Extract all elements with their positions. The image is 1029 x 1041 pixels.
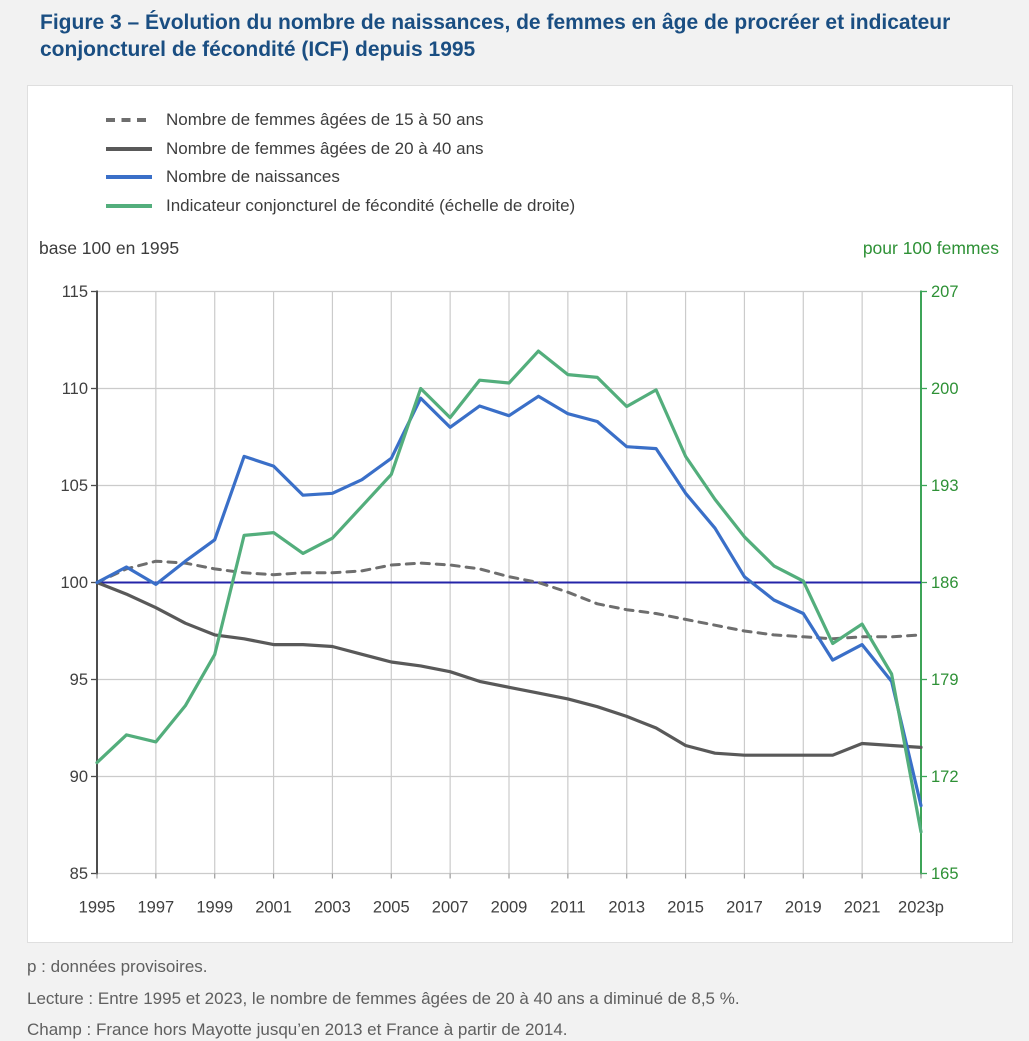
left-axis-label: 110: [62, 380, 88, 398]
x-axis-label: 2015: [667, 899, 704, 917]
footnote-lecture: Lecture : Entre 1995 et 2023, le nombre …: [27, 988, 740, 1008]
x-axis-label: 1999: [196, 899, 233, 917]
series-line: [95, 349, 923, 834]
chart-card: Nombre de femmes âgées de 15 à 50 ans No…: [27, 85, 1013, 943]
x-axis-label: 2023p: [898, 899, 944, 917]
legend-item: Nombre de femmes âgées de 15 à 50 ans: [105, 106, 575, 135]
legend-label: Nombre de femmes âgées de 20 à 40 ans: [166, 138, 484, 158]
legend-label: Nombre de femmes âgées de 15 à 50 ans: [166, 110, 484, 130]
legend-dashed-line-icon: [106, 118, 152, 123]
legend-solid-line-icon: [106, 146, 152, 151]
x-axis-label: 2017: [726, 899, 763, 917]
left-axis-label: 90: [70, 768, 88, 786]
left-axis-label: 85: [70, 865, 88, 883]
legend-label: Indicateur conjoncturel de fécondité (éc…: [166, 195, 576, 215]
right-axis-label: 200: [931, 380, 959, 398]
footnotes: p : données provisoires. Lecture : Entre…: [27, 951, 740, 1041]
x-axis-label: 1995: [79, 899, 116, 917]
legend-green-line-icon: [106, 203, 152, 208]
legend-item: Nombre de femmes âgées de 20 à 40 ans: [105, 135, 575, 164]
left-axis-label: 95: [70, 671, 88, 689]
x-axis-label: 2005: [373, 899, 410, 917]
x-axis-label: 2019: [785, 899, 822, 917]
left-axis-label: 105: [60, 477, 88, 495]
right-axis-label: 193: [931, 477, 959, 495]
chart-legend: Nombre de femmes âgées de 15 à 50 ans No…: [105, 106, 575, 220]
x-axis-label: 2001: [255, 899, 292, 917]
footnote-provisional: p : données provisoires.: [27, 957, 208, 976]
x-axis-label: 2009: [491, 899, 528, 917]
legend-item: Indicateur conjoncturel de fécondité (éc…: [105, 192, 575, 221]
x-axis-label: 2007: [432, 899, 469, 917]
line-chart: 85 90 95 100 105 110 115 165 172 179 186 193 200 207 1…: [60, 283, 959, 917]
x-axis-label: 2011: [550, 899, 585, 917]
right-axis-label: 186: [931, 574, 959, 592]
series-line: [95, 580, 923, 757]
right-axis-label: 165: [931, 865, 959, 883]
left-axis-title: base 100 en 1995: [39, 238, 180, 258]
right-axis-label: 207: [931, 283, 959, 301]
right-axis-title: pour 100 femmes: [862, 238, 999, 258]
left-axis-label: 100: [60, 574, 88, 592]
series-line: [95, 394, 923, 808]
legend-blue-line-icon: [106, 175, 152, 180]
x-axis-label: 2013: [608, 899, 645, 917]
x-axis-label: 2003: [314, 899, 351, 917]
footnote-champ: Champ : France hors Mayotte jusqu’en 201…: [27, 1020, 568, 1039]
legend-item: Nombre de naissances: [105, 163, 575, 192]
left-axis-label: 115: [62, 283, 88, 301]
legend-label: Nombre de naissances: [166, 167, 340, 187]
figure-title: Figure 3 – Évolution du nombre de naissa…: [40, 11, 951, 61]
right-axis-label: 172: [931, 768, 959, 786]
right-axis-label: 179: [931, 671, 959, 689]
x-axis-label: 1997: [137, 899, 174, 917]
x-axis-label: 2021: [844, 899, 881, 917]
